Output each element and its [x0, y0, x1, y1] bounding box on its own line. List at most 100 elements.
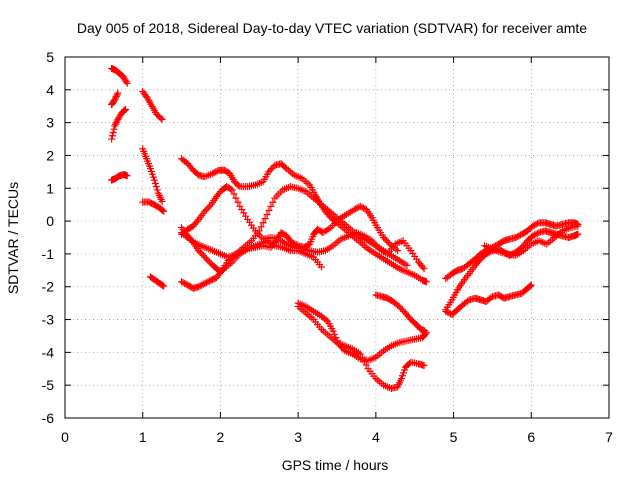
data-point	[179, 279, 187, 287]
data-point	[159, 281, 167, 289]
data-marks	[108, 64, 582, 392]
data-point	[384, 238, 392, 246]
series-arc-m	[178, 183, 411, 269]
data-point	[201, 279, 209, 287]
y-tick-label: 5	[46, 49, 54, 65]
series-arc-f	[139, 145, 166, 205]
data-point	[359, 204, 367, 212]
data-point	[289, 239, 297, 247]
y-tick-label: -2	[42, 279, 55, 295]
data-point	[288, 238, 296, 246]
data-point	[352, 205, 360, 213]
y-tick-label: -5	[42, 377, 55, 393]
data-point	[265, 168, 273, 176]
data-point	[142, 92, 150, 100]
data-point	[329, 327, 337, 335]
data-point	[574, 222, 582, 230]
data-point	[204, 204, 212, 212]
data-point	[230, 190, 238, 198]
data-point	[322, 316, 330, 324]
data-point	[515, 232, 523, 240]
series-arc-h	[146, 273, 168, 290]
data-point	[360, 357, 368, 365]
data-point	[150, 176, 158, 184]
data-point	[199, 252, 207, 260]
data-point	[534, 229, 542, 237]
data-point	[532, 230, 540, 238]
data-point	[422, 278, 430, 286]
data-point	[421, 327, 429, 335]
data-point	[526, 282, 534, 290]
data-point	[485, 248, 493, 256]
data-point	[532, 220, 540, 228]
data-point	[266, 166, 274, 174]
data-point	[394, 247, 402, 255]
data-point	[112, 120, 120, 128]
data-point	[114, 89, 122, 97]
data-point	[121, 106, 129, 114]
series-arc-b	[108, 89, 122, 109]
data-point	[151, 179, 159, 187]
data-point	[111, 122, 119, 130]
series-arc-c	[108, 106, 130, 143]
x-tick-labels: 0 1 2 3 4 5 6 7	[61, 429, 613, 445]
y-tick-label: -4	[42, 344, 55, 360]
data-point	[210, 169, 218, 177]
data-point	[529, 222, 537, 230]
x-tick-label: 5	[450, 429, 458, 445]
data-point	[534, 220, 542, 228]
data-point	[160, 207, 168, 215]
data-point	[487, 294, 495, 302]
series-arc-a	[108, 64, 131, 87]
data-point	[574, 230, 582, 238]
data-point	[206, 202, 214, 210]
data-point	[157, 114, 165, 122]
data-point	[181, 279, 189, 287]
data-point	[403, 261, 411, 269]
x-tick-label: 2	[217, 429, 225, 445]
x-tick-label: 1	[139, 429, 147, 445]
data-point	[160, 282, 168, 290]
data-point	[209, 170, 217, 178]
data-point	[158, 115, 166, 123]
y-tick-label: -3	[42, 312, 55, 328]
data-point	[158, 197, 166, 205]
plot-border	[64, 56, 610, 419]
data-point	[202, 206, 210, 214]
y-tick-label: 4	[46, 82, 54, 98]
y-tick-label: 3	[46, 115, 54, 131]
data-point	[202, 255, 210, 263]
data-point	[112, 119, 120, 127]
data-point	[232, 194, 240, 202]
data-point	[255, 227, 263, 235]
data-point	[291, 240, 299, 248]
data-point	[265, 206, 273, 214]
data-point	[159, 206, 167, 214]
data-point	[123, 79, 131, 87]
series-arc-d	[108, 170, 131, 184]
data-point	[530, 231, 538, 239]
data-point	[512, 234, 520, 241]
data-point	[196, 282, 204, 290]
data-point	[267, 202, 275, 210]
data-point	[204, 278, 212, 286]
data-point	[482, 250, 490, 258]
data-point	[110, 125, 118, 133]
data-point	[113, 91, 121, 99]
x-axis-label: GPS time / hours	[282, 457, 389, 473]
data-point	[152, 183, 160, 191]
x-tick-label: 3	[294, 429, 302, 445]
data-point	[398, 306, 406, 314]
data-point	[268, 165, 276, 173]
data-point	[198, 281, 206, 289]
data-point	[263, 211, 271, 219]
data-point	[420, 361, 428, 369]
series-arc-o	[294, 302, 428, 392]
y-tick-label: 1	[46, 180, 54, 196]
data-point	[199, 280, 207, 288]
data-point	[108, 132, 116, 140]
data-point	[193, 217, 201, 225]
data-point	[201, 207, 209, 215]
